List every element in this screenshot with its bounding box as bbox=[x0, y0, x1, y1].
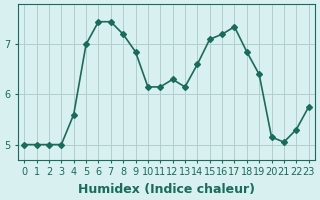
X-axis label: Humidex (Indice chaleur): Humidex (Indice chaleur) bbox=[78, 183, 255, 196]
